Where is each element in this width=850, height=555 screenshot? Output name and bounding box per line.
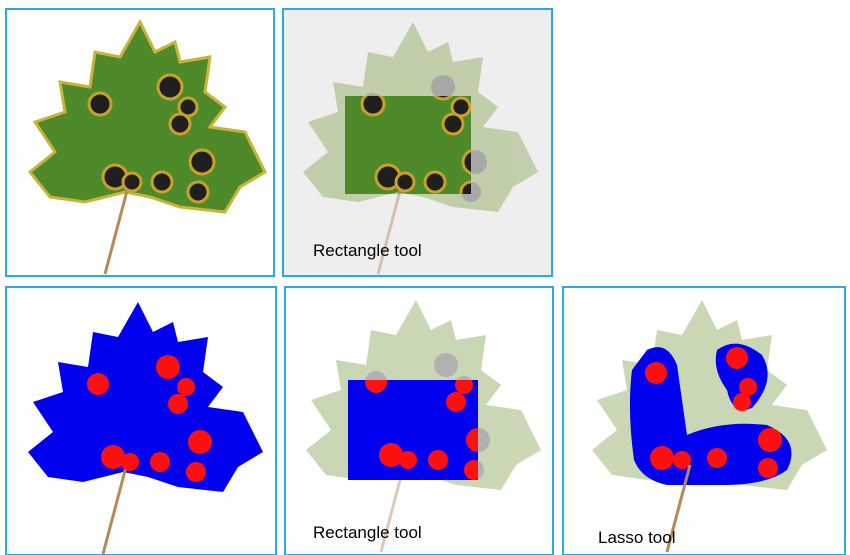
panel-segmented [5,286,277,555]
segmentation-image [28,302,263,555]
panel-frame [284,286,554,555]
panel-frame [282,8,553,277]
leaf-image [28,20,267,276]
tool-label: Rectangle tool [313,523,422,542]
panel-rectangle-segmented: Rectangle tool [284,286,554,555]
panel-rectangle-select: Rectangle tool [282,8,553,277]
panel-frame [562,286,846,555]
panel-original [5,8,275,277]
tool-label: Lasso tool [598,528,676,547]
segmentation-image [592,300,827,554]
panel-frame [5,8,275,277]
segmentation-image [306,300,541,554]
tool-label: Rectangle tool [313,241,422,260]
panel-frame [5,286,277,555]
panel-lasso-segmented: Lasso tool [562,286,846,555]
leaf-image [303,22,538,276]
